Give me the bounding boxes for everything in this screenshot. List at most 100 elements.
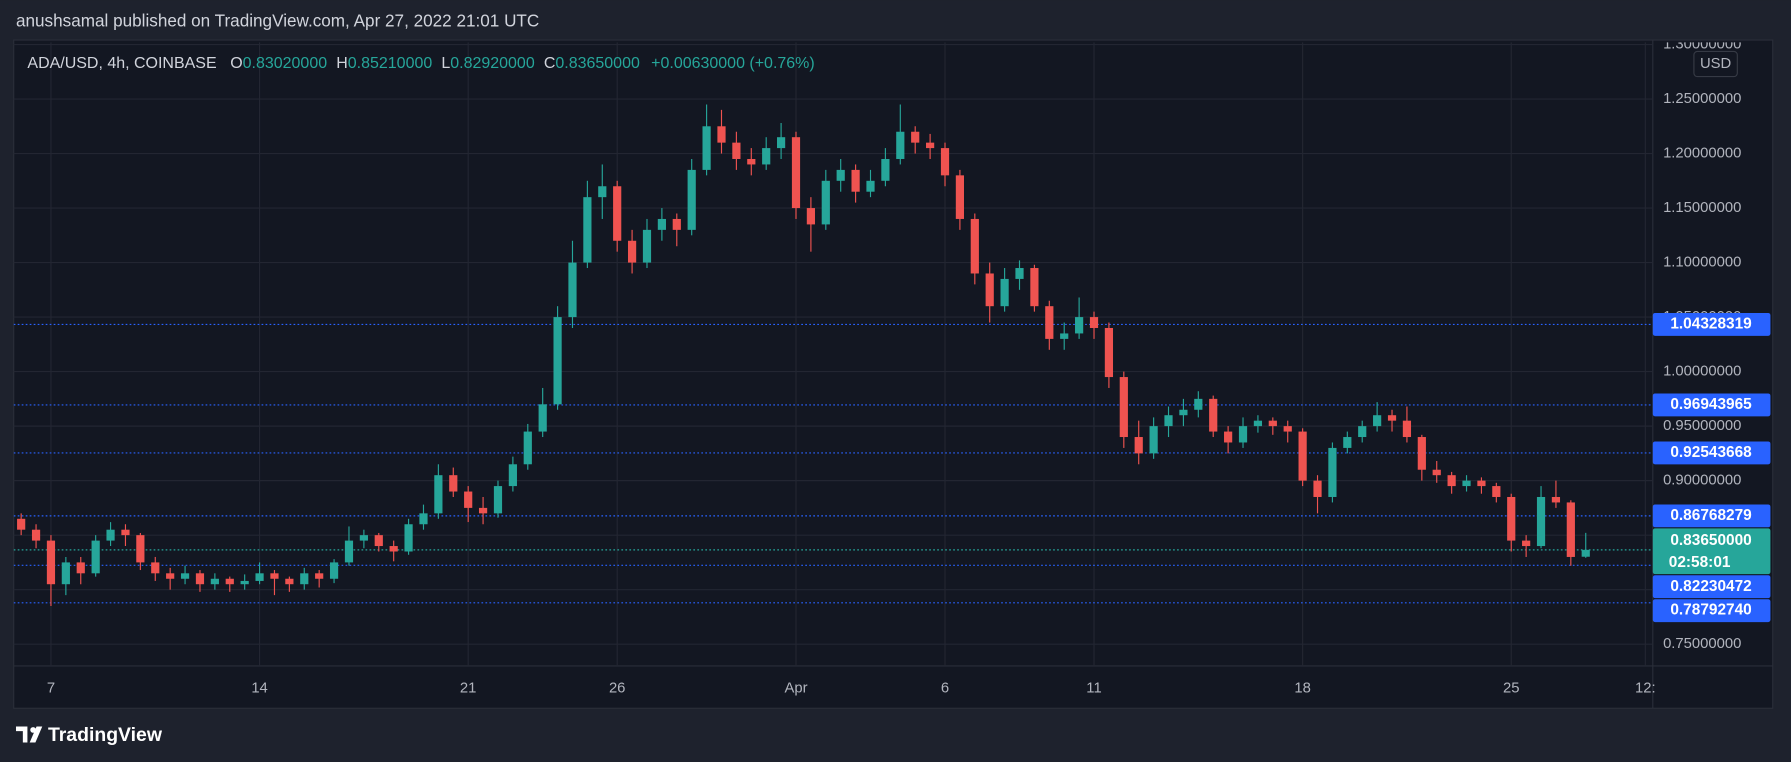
- candle-body: [329, 562, 339, 579]
- candle-body: [225, 578, 234, 585]
- candle-body: [1194, 398, 1203, 410]
- candle-body: [1134, 437, 1143, 454]
- candle-body: [791, 137, 801, 209]
- candle-body: [106, 529, 115, 541]
- level-label: 0.96943965: [1670, 396, 1752, 413]
- countdown: 02:58:01: [1669, 554, 1731, 571]
- candle-body: [315, 573, 324, 579]
- currency: USD: [1700, 56, 1731, 72]
- candle-body: [136, 535, 145, 563]
- candle-body: [836, 169, 845, 181]
- candle-body: [538, 404, 547, 432]
- candle-body: [61, 562, 70, 585]
- candle-body: [911, 131, 920, 143]
- candle-body: [1387, 415, 1397, 421]
- candle-body: [419, 513, 428, 525]
- currency-box[interactable]: [1693, 50, 1738, 78]
- x-tick-label: 12:: [1635, 681, 1656, 697]
- candle-body: [1581, 549, 1590, 557]
- x-tick-label: Apr: [784, 681, 807, 697]
- candle-body: [568, 262, 577, 318]
- y-tick-label: 0.75000000: [1663, 636, 1741, 652]
- candle-body: [121, 529, 130, 536]
- candle-body: [1551, 496, 1561, 503]
- legend-key: L: [441, 55, 450, 72]
- candle-body: [17, 518, 26, 530]
- candle-body: [940, 148, 950, 176]
- candle-body: [523, 431, 532, 465]
- candle-body: [657, 218, 666, 230]
- candle-body: [1283, 426, 1292, 432]
- candle-body: [1119, 377, 1128, 438]
- candle-body: [776, 137, 786, 149]
- y-tick-label: 1.30000000: [1663, 36, 1741, 52]
- x-tick-label: 11: [1086, 681, 1101, 697]
- candle-body: [553, 317, 562, 405]
- publish-header: anushsamal published on TradingView.com,…: [16, 10, 539, 30]
- candle-body: [1492, 486, 1501, 497]
- candle-body: [508, 464, 517, 487]
- candle-body: [1358, 426, 1367, 438]
- symbol-legend: ADA/USD, 4h, COINBASE O0.83020000 H0.8521…: [27, 55, 814, 72]
- candle-body: [1075, 317, 1084, 334]
- candle-body: [46, 540, 56, 585]
- y-tick-label: 0.90000000: [1663, 473, 1741, 489]
- candle-body: [1060, 333, 1069, 339]
- candle-body: [1253, 420, 1263, 427]
- candle-body: [1045, 306, 1054, 339]
- candle-body: [478, 507, 488, 514]
- y-tick-label: 1.20000000: [1663, 145, 1741, 161]
- candle-body: [300, 573, 309, 585]
- candle-body: [1015, 268, 1024, 279]
- level-badge: [1652, 504, 1771, 528]
- candle-body: [1507, 496, 1516, 541]
- candle-body: [613, 186, 622, 241]
- candle-body: [1104, 327, 1114, 378]
- x-tick-label: 14: [251, 681, 268, 697]
- candle-body: [747, 158, 756, 165]
- candle-body: [389, 546, 398, 552]
- legend-key: H: [336, 55, 348, 72]
- candle-body: [180, 573, 190, 579]
- legend-value: 0.83650000: [555, 55, 640, 72]
- candle-body: [627, 240, 637, 263]
- legend-value: 0.83020000: [243, 55, 328, 72]
- candle-body: [1522, 540, 1531, 547]
- level-badge: [1652, 393, 1771, 417]
- level-label: 0.92543668: [1670, 444, 1752, 461]
- level-label: 0.86768279: [1670, 507, 1751, 524]
- candle-body: [866, 180, 875, 192]
- candle-body: [1343, 437, 1352, 448]
- candle-body: [881, 158, 890, 181]
- candle-body: [1224, 431, 1233, 443]
- x-tick-label: 6: [941, 681, 949, 697]
- ohlc-legend: O0.83020000 H0.85210000 L0.82920000 C0.8365…: [230, 55, 640, 72]
- legend-key: C: [544, 55, 556, 72]
- candle-body: [1089, 317, 1099, 328]
- legend-value: 0.82920000: [450, 55, 535, 72]
- candle-body: [851, 169, 860, 192]
- candle-body: [806, 208, 815, 225]
- candle-body: [583, 197, 592, 263]
- candle-body: [1238, 426, 1248, 443]
- candle-body: [642, 229, 652, 263]
- candle-body: [732, 142, 741, 159]
- candle-body: [1373, 415, 1382, 427]
- candle-body: [1536, 496, 1546, 547]
- candle-body: [404, 524, 413, 552]
- candle-body: [1477, 480, 1486, 487]
- candle-body: [344, 540, 354, 563]
- candle-body: [1030, 268, 1039, 307]
- candle-body: [955, 175, 965, 219]
- candle-body: [1164, 415, 1173, 427]
- level-badge: [1652, 441, 1771, 465]
- level-label: 0.78792740: [1670, 602, 1751, 619]
- footer-brand: TradingView: [48, 724, 163, 746]
- candle-body: [1268, 420, 1277, 427]
- candle-body: [1298, 431, 1307, 481]
- candle-body: [434, 475, 443, 514]
- x-tick-label: 26: [609, 681, 626, 697]
- legend-value: 0.85210000: [348, 55, 433, 72]
- candle-body: [1313, 480, 1322, 497]
